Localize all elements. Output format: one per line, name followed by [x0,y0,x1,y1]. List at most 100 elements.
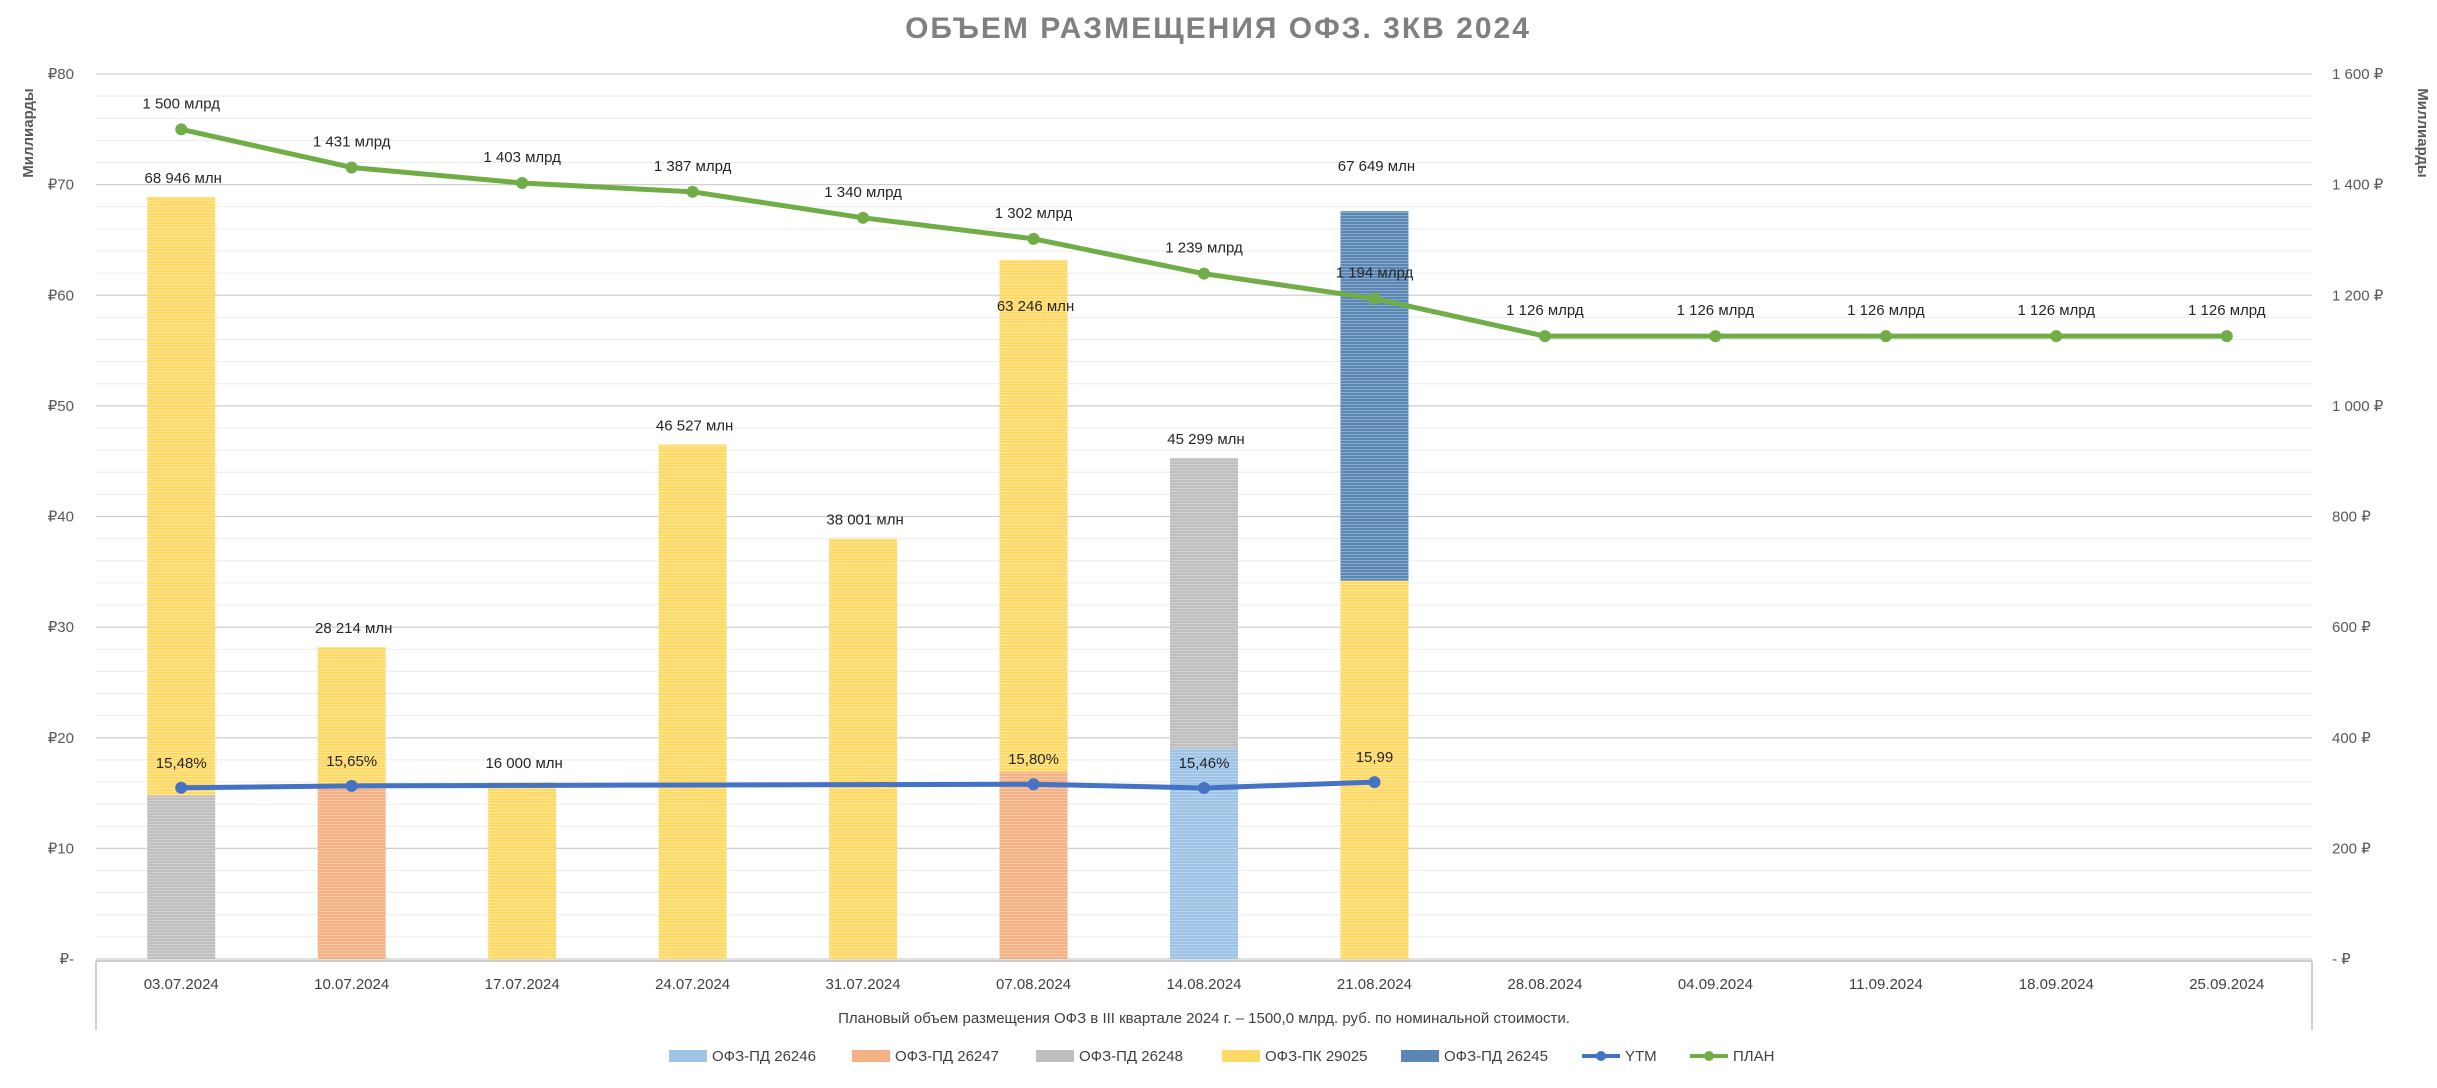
x-tick-label: 03.07.2024 [144,976,219,993]
line-data-label: 1 431 млрд [313,133,391,150]
legend-swatch [1401,1050,1439,1062]
y-tick-label-right: 400 ₽ [2332,730,2371,747]
y-tick-label-right: 1 600 ₽ [2332,66,2384,83]
line-data-label: 1 126 млрд [2188,302,2266,319]
legend-swatch [669,1050,707,1062]
line-point [1709,330,1722,343]
line-point [857,211,870,224]
x-tick-label: 18.09.2024 [2019,976,2094,993]
bar-segment-texture [1340,580,1409,959]
y-tick-label-left: ₽10 [48,840,74,857]
bar-total-label: 28 214 млн [315,620,392,637]
line-data-label: 1 387 млрд [654,158,732,175]
bar-total-label: 38 001 млн [826,512,903,529]
bar-segment-texture [488,782,557,959]
bar-segment-texture [999,772,1068,959]
y-tick-label-left: ₽80 [48,66,74,83]
bar-segment-texture [317,647,386,787]
line-data-label: 1 403 млрд [483,149,561,166]
line-data-label: 1 126 млрд [1506,302,1584,319]
line-point [1879,330,1892,343]
line-data-label: 1 302 млрд [995,205,1073,222]
line-point [1027,232,1040,245]
line-data-label: 1 194 млрд [1336,265,1414,282]
x-tick-label: 11.09.2024 [1849,976,1923,993]
bar-segment-texture [1340,211,1409,581]
legend-label: ОФЗ-ПД 26246 [712,1048,816,1065]
line-data-label: 15,80% [1008,751,1059,768]
bar-segment-texture [999,259,1068,773]
y-tick-label-left: ₽- [59,951,74,968]
bar-segment-texture [1170,748,1238,959]
legend-label: ОФЗ-ПК 29025 [1265,1048,1368,1065]
bar-segment-texture [1170,457,1238,749]
bar-total-label: 45 299 млн [1167,431,1244,448]
legend-label: ОФЗ-ПД 26245 [1444,1048,1548,1065]
y-tick-label-right: 800 ₽ [2332,509,2371,526]
line-point [175,123,188,136]
line-point [175,781,188,794]
bar-total-label: 63 246 млн [997,298,1074,315]
x-tick-label: 28.08.2024 [1507,976,1582,993]
legend-label: ПЛАН [1733,1048,1774,1065]
legend-swatch-marker [1704,1051,1714,1061]
x-tick-label: 14.08.2024 [1166,976,1241,993]
y-tick-label-left: ₽30 [48,619,74,636]
line-point [686,185,699,198]
line-data-label: 1 239 млрд [1165,240,1243,257]
x-tick-label: 31.07.2024 [826,976,901,993]
x-tick-label: 17.07.2024 [485,976,560,993]
legend-swatch-marker [1596,1051,1606,1061]
bar-segment-texture [147,196,216,796]
line-point [1198,781,1210,794]
bar-segment-texture [317,786,386,959]
bar-total-label: 68 946 млн [145,170,222,187]
y-tick-label-right: 1 400 ₽ [2332,177,2384,194]
y-tick-label-right: 200 ₽ [2332,840,2371,857]
right-axis-label: Миллиарды [2414,88,2431,177]
x-tick-label: 07.08.2024 [996,976,1071,993]
table-note: Плановый объем размещения ОФЗ в III квар… [838,1010,1570,1027]
y-tick-label-left: ₽60 [48,287,74,304]
line-data-label: 15,99 [1356,749,1394,766]
y-tick-label-right: 600 ₽ [2332,619,2371,636]
line-data-label: 1 126 млрд [1847,302,1925,319]
y-tick-label-left: ₽20 [48,730,74,747]
x-tick-label: 21.08.2024 [1337,976,1412,993]
line-point [2050,330,2063,343]
line-data-label: 15,48% [156,755,207,772]
legend-label: ОФЗ-ПД 26247 [895,1048,999,1065]
line-data-label: 1 340 млрд [824,184,902,201]
legend-swatch [1036,1050,1074,1062]
line-point [516,176,529,189]
line-point [1538,330,1551,343]
line-point [1368,776,1381,789]
bar-segment-texture [147,795,216,959]
y-tick-label-right: - ₽ [2332,951,2351,968]
line-data-label: 1 126 млрд [2018,302,2096,319]
bar-total-label: 16 000 млн [485,755,562,772]
legend-swatch [852,1050,890,1062]
y-tick-label-left: ₽70 [48,177,74,194]
y-tick-label-left: ₽50 [48,398,74,415]
line-data-label: 15,65% [326,753,377,770]
legend-swatch [1222,1050,1260,1062]
x-tick-label: 24.07.2024 [655,976,730,993]
y-tick-label-right: 1 000 ₽ [2332,398,2384,415]
line-data-label: 1 500 млрд [142,95,220,112]
bar-segment-texture [829,538,898,959]
legend-label: YTM [1625,1048,1657,1065]
bar-total-label: 46 527 млн [656,418,733,435]
line-data-label: 15,46% [1179,755,1230,772]
line-point [1027,778,1040,791]
bar-segment-texture [658,444,727,959]
y-tick-label-right: 1 200 ₽ [2332,287,2384,304]
y-tick-label-left: ₽40 [48,509,74,526]
line-point [1198,267,1210,280]
legend-label: ОФЗ-ПД 26248 [1079,1048,1183,1065]
line-point [345,161,358,174]
x-tick-label: 25.09.2024 [2189,976,2264,993]
chart-title: ОБЪЕМ РАЗМЕЩЕНИЯ ОФЗ. 3КВ 2024 [905,12,1531,45]
